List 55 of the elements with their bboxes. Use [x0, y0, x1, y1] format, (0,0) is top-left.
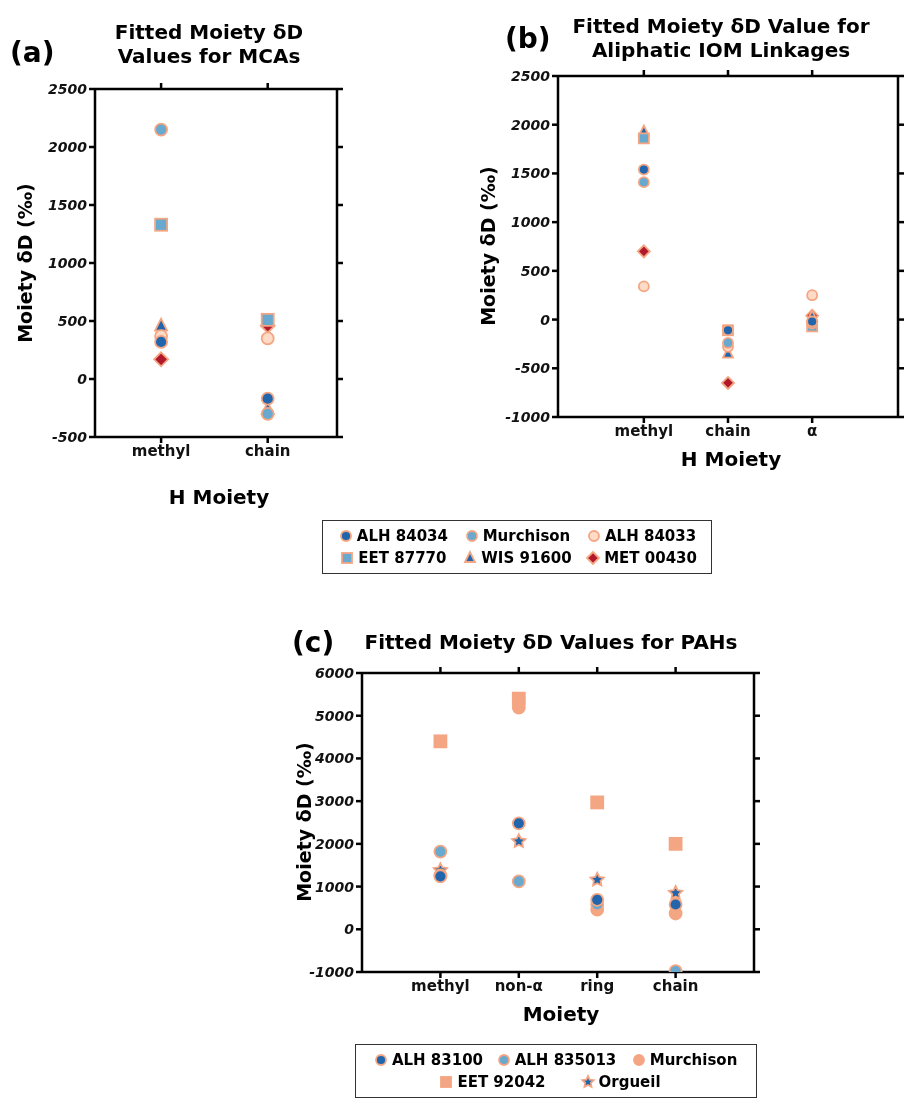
x-tick-label: α: [807, 421, 818, 440]
x-tick-label: methyl: [131, 441, 191, 460]
legend-label: ALH 83100: [391, 1051, 484, 1069]
x-axis-title: H Moiety: [167, 485, 271, 509]
y-tick-label: 0: [344, 921, 355, 938]
legend-label: EET 92042: [457, 1073, 546, 1091]
chart-title: Fitted Moiety δD Value for Aliphatic IOM Linkages: [572, 14, 870, 62]
text: (c): [292, 626, 335, 659]
y-axis-title: Moiety δD (‰): [12, 181, 36, 345]
x-tick-label: ring: [580, 976, 615, 995]
x-tick-label: methyl: [411, 976, 470, 995]
y-tick-label: 6000: [315, 664, 355, 681]
y-tick-label: 2000: [48, 138, 88, 155]
y-tick-label: 3000: [315, 793, 355, 810]
y-tick-label: -500: [514, 360, 551, 377]
y-tick-label: 2500: [511, 67, 551, 84]
legend-label: EET 87770: [358, 549, 447, 567]
y-tick-label: 5000: [315, 707, 355, 724]
y-tick-label: 2000: [315, 835, 355, 852]
y-tick-label: 2000: [511, 116, 551, 133]
x-tick-label: non-α: [494, 976, 543, 995]
legend-label: Murchison: [482, 527, 571, 545]
x-tick-label: chain: [705, 421, 751, 440]
legend-label: MET 00430: [604, 549, 697, 567]
y-tick-label: 2500: [48, 80, 88, 97]
y-tick-label: 4000: [314, 750, 355, 767]
y-tick-label: 1000: [511, 214, 551, 231]
legend-label: Murchison: [649, 1051, 738, 1069]
y-tick-label: 1000: [315, 878, 355, 895]
text: (b): [505, 22, 551, 55]
y-tick-label: 1000: [48, 254, 88, 271]
legend-label: ALH 84034: [356, 527, 448, 545]
y-tick-label: 1500: [48, 196, 88, 213]
text: (a): [10, 36, 55, 69]
legend-label: Orgueil: [598, 1073, 661, 1091]
y-tick-label: -500: [51, 428, 88, 445]
x-tick-label: methyl: [614, 421, 674, 440]
legend-label: ALH 84033: [605, 527, 697, 545]
y-tick-label: -1000: [309, 963, 355, 980]
y-tick-label: 0: [77, 370, 88, 387]
y-axis-title: Moiety δD (‰): [293, 742, 315, 902]
y-tick-label: 0: [540, 311, 551, 328]
x-tick-label: chain: [244, 441, 291, 460]
x-axis-title: H Moiety: [679, 447, 783, 471]
y-axis-title: Moiety δD (‰): [476, 165, 500, 328]
y-tick-label: 500: [520, 262, 551, 279]
y-tick-label: 1500: [511, 165, 551, 182]
legend-label: ALH 835013: [514, 1051, 617, 1069]
chart-title: Fitted Moiety δD Values for MCAs: [113, 20, 305, 68]
chart-title: Fitted Moiety δD Values for PAHs: [364, 630, 738, 654]
legend-label: WIS 91600: [481, 549, 572, 567]
y-tick-label: -1000: [505, 408, 551, 425]
x-axis-title: Moiety: [521, 1002, 601, 1026]
y-tick-label: 500: [57, 312, 88, 329]
x-tick-label: chain: [652, 976, 699, 995]
